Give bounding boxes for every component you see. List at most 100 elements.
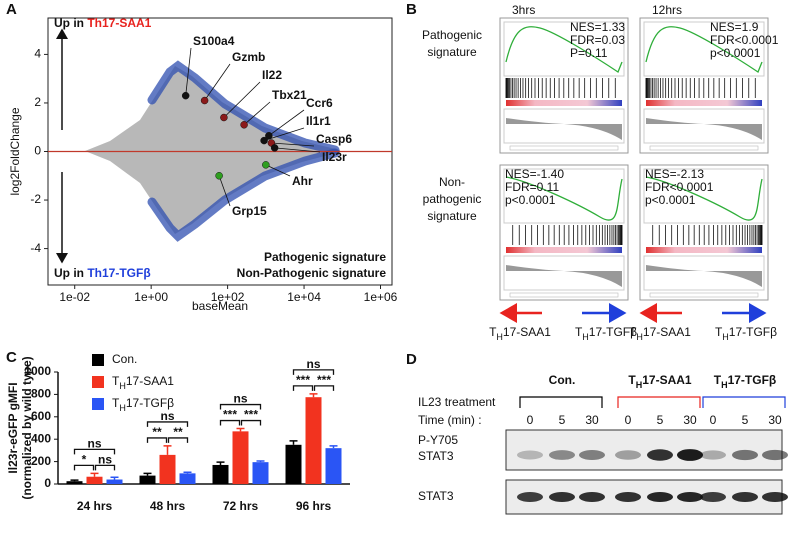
gsea-legend [649,145,759,151]
direction-label: Up in Th17-SAA1 [54,16,152,30]
group-label: TH17-TGFβ [714,373,777,390]
leader-line [274,147,321,153]
arrow-label: TH17-SAA1 [489,325,551,342]
gsea-stat: NES=1.9 [710,20,759,34]
blot-band [762,449,788,461]
leader-line [268,109,305,137]
gsea-enrichment-panel [503,21,625,77]
blot-band [517,492,543,502]
gene-point [270,144,279,152]
legend-text: Con. [112,352,137,366]
gene-point [262,161,270,169]
point-cloud-edge [147,60,340,155]
bar [139,475,156,484]
gsea-metric-area [506,118,622,140]
direction-group: Th17-TGFβ [87,266,150,280]
error-bar [110,476,119,480]
subscript: H [119,403,126,413]
direction-prefix: Up in [54,266,84,280]
gsea-curve [645,26,763,73]
gsea-stat: NES=1.33 [570,20,625,34]
gene-point [200,96,209,105]
x-tick-label: 96 hrs [296,499,332,513]
leader-line [204,63,231,101]
gene-label: Ccr6 [306,96,333,110]
error-bar [163,445,172,455]
gene-point [215,172,223,180]
gsea-stat: p<0.0001 [710,46,761,60]
gsea-stat: p<0.0001 [505,193,556,207]
x-tick-label: 1e+06 [364,290,398,304]
leader-line [271,142,315,147]
blot-band [517,450,543,460]
gene-label: Ahr [292,174,313,188]
y-axis-title: Il23r-eGFP gMFI [6,382,20,473]
row-label: Non- [439,175,465,189]
time-label: 0 [527,413,534,427]
significance-bracket [94,464,116,471]
significance-bracket [292,385,314,391]
blot-band [579,450,605,460]
bar [86,476,103,484]
blot-band [677,492,703,502]
significance-label: *** [223,408,237,422]
gsea-legend [509,292,619,298]
leader-line [223,81,261,118]
bar [285,444,302,484]
blot-band [700,492,726,502]
gsea-stat: P=0.11 [570,46,608,60]
significance-label: ns [306,357,320,371]
legend-swatch [92,398,104,410]
gsea-colorbar [506,100,622,106]
error-bar [309,393,318,398]
x-tick-label: 72 hrs [223,499,259,513]
row-label: signature [427,209,477,223]
panel-label: D [406,351,417,368]
subscript: H [636,380,643,390]
bar [159,454,176,484]
gsea-legend [649,292,759,298]
x-tick-label: 48 hrs [150,499,186,513]
error-bar [216,461,225,465]
column-title: 3hrs [512,3,535,17]
blot-band [732,449,758,461]
significance-bracket [219,403,262,410]
gsea-stat: FDR=0.03 [570,33,625,47]
subscript: H [496,332,503,342]
panel-label: A [6,1,17,18]
y-tick-label: 4 [34,47,41,61]
significance-bracket [146,421,189,427]
significance-label: * [82,453,87,467]
gsea-curve [645,176,763,221]
panel-label: B [406,1,417,18]
time-label: 0 [625,413,632,427]
y-tick-label: 2 [34,95,41,109]
legend-swatch [92,354,104,366]
group-label: TH17-SAA1 [628,373,692,390]
bar [212,464,229,484]
x-axis-title: baseMean [192,299,248,313]
blot-band [549,450,575,460]
significance-bracket [73,448,116,455]
gsea-curve [505,26,623,73]
gsea-metric-panel [503,255,625,291]
legend-text: TH17-TGFβ [112,396,174,413]
legend-text: Non-Pathogenic signature [237,266,387,280]
blot-label: STAT3 [418,489,454,503]
group-label: Con. [549,373,576,387]
significance-bracket [73,464,95,471]
gsea-metric-area [646,118,762,140]
gsea-metric-area [646,265,762,287]
y-tick-label: 200 [31,454,51,468]
significance-label: ns [160,409,174,423]
gene-label: Casp6 [316,132,352,146]
gene-label: Il22 [262,68,282,82]
leader-line [185,47,192,96]
bar [179,473,196,484]
y-axis-title: log2FoldChange [8,107,22,195]
time-label: 30 [768,413,782,427]
gene-label: Il1r1 [306,114,331,128]
significance-bracket [219,419,241,426]
gsea-stat: FDR<0.0001 [645,180,714,194]
subscript: H [119,381,126,391]
